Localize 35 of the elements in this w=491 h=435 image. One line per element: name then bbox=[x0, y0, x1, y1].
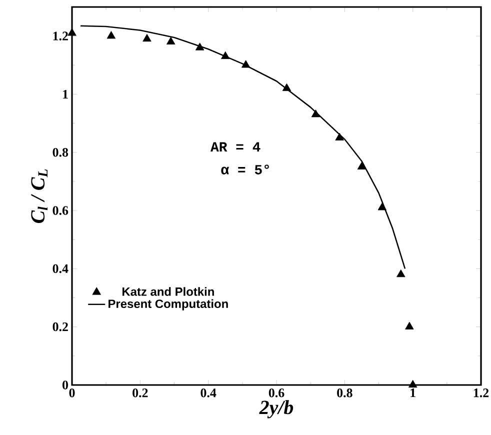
x-tick-label: 0.8 bbox=[337, 388, 352, 398]
annotation: AR = 4 bbox=[210, 142, 260, 152]
legend-label: Katz and Plotkin bbox=[122, 287, 214, 296]
point bbox=[68, 28, 76, 36]
x-tick-label: 0 bbox=[69, 388, 75, 398]
x-tick-label: 0.2 bbox=[132, 388, 148, 398]
point bbox=[106, 31, 116, 39]
y-tick-label: 1 bbox=[63, 90, 68, 98]
y-tick-label: 0.6 bbox=[52, 206, 68, 215]
x-tick-label: 0.4 bbox=[200, 388, 216, 398]
point bbox=[311, 110, 320, 118]
y-tick-label: 0 bbox=[62, 380, 68, 390]
y-tick-label: 1.2 bbox=[53, 32, 68, 40]
point bbox=[408, 380, 418, 388]
point bbox=[357, 162, 366, 170]
point bbox=[195, 42, 204, 50]
x-tick-label: 0.6 bbox=[268, 388, 284, 398]
point bbox=[241, 60, 250, 68]
legend-label: Present Computation bbox=[108, 299, 228, 310]
point bbox=[405, 322, 414, 330]
point bbox=[221, 51, 230, 60]
point bbox=[378, 202, 387, 210]
point bbox=[142, 34, 152, 42]
x-tick-label: 1.2 bbox=[474, 388, 489, 398]
point bbox=[282, 83, 292, 92]
y-axis-title: C$_{l}$ / C$_{L}$ bbox=[31, 169, 48, 224]
point bbox=[166, 36, 176, 44]
y-tick-label: 0.4 bbox=[52, 264, 68, 274]
x-tick-label: 1 bbox=[410, 388, 416, 398]
point bbox=[396, 269, 406, 278]
x-axis-title: 2y/b bbox=[259, 400, 294, 418]
y-tick-label: 0.8 bbox=[52, 148, 68, 157]
point bbox=[335, 132, 344, 140]
annotation: α = 5° bbox=[221, 164, 269, 174]
y-tick-label: 0.2 bbox=[52, 322, 68, 332]
